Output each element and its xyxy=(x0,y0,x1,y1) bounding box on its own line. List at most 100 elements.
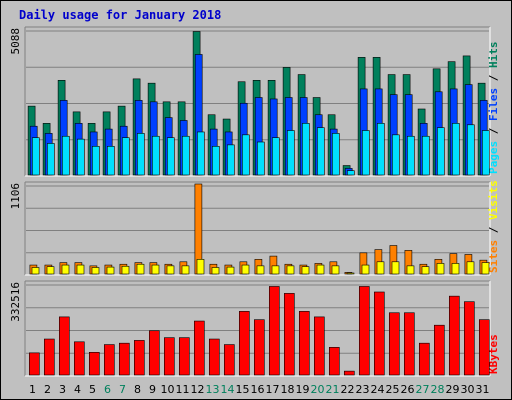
day-label: 26 xyxy=(401,383,415,396)
bar-kbytes xyxy=(74,341,85,376)
bar-kbytes xyxy=(283,293,295,376)
day-label: 10 xyxy=(161,383,175,396)
bar-pages xyxy=(436,127,445,176)
day-label: 20 xyxy=(311,383,325,396)
bar-kbytes xyxy=(119,342,130,376)
bar-kbytes xyxy=(224,344,235,376)
bar-visits xyxy=(46,266,55,275)
bar-pages xyxy=(256,141,265,176)
bar-pages xyxy=(331,133,340,176)
bar-visits xyxy=(226,266,235,275)
legend-hits: Hits xyxy=(487,42,500,69)
bar-pages xyxy=(301,123,310,176)
bar-pages xyxy=(46,143,55,176)
bar-kbytes xyxy=(254,319,265,376)
day-label: 24 xyxy=(371,383,385,396)
day-label: 6 xyxy=(104,383,111,396)
bar-visits xyxy=(166,265,175,275)
bar-pages xyxy=(316,127,325,176)
legend-pages: Pages xyxy=(487,141,500,174)
bar-visits xyxy=(361,264,370,275)
bar-visits xyxy=(391,261,400,275)
bar-visits xyxy=(301,266,310,275)
bar-visits xyxy=(451,263,460,275)
bar-visits xyxy=(151,264,160,275)
bar-visits xyxy=(331,265,340,275)
x-axis-day-labels: 1 2 3 4 5 6 7 8 9 10 11 12 13 14 15 16 17 18 19 20 21 22 23 24 2… xyxy=(29,383,490,396)
bar-visits xyxy=(421,266,430,275)
bar-visits xyxy=(271,265,280,275)
bar-kbytes xyxy=(58,316,70,376)
bar-kbytes xyxy=(134,340,145,376)
bar-pages xyxy=(182,135,190,176)
day-label: 31 xyxy=(476,383,490,396)
bar-kbytes xyxy=(418,342,430,376)
bar-visits xyxy=(136,263,145,275)
y-axis-max-label: 5088 xyxy=(9,28,22,55)
legend-separator: / xyxy=(487,68,500,88)
panel-legend-label: Sites / Visits xyxy=(487,180,500,273)
panel-3: 332516 KBytes xyxy=(9,280,500,377)
bar-pages xyxy=(227,144,235,176)
y-axis-max-label: 332516 xyxy=(9,282,22,322)
bar-kbytes xyxy=(43,338,55,376)
bar-kbytes xyxy=(388,312,400,376)
bar-visits xyxy=(376,261,385,275)
legend-separator: / xyxy=(487,220,500,240)
bar-pages xyxy=(167,137,175,176)
day-label: 28 xyxy=(431,383,445,396)
day-label: 12 xyxy=(191,383,205,396)
bar-pages xyxy=(406,135,415,176)
day-label: 22 xyxy=(341,383,355,396)
series-visits xyxy=(31,259,490,275)
chart-title: Daily usage for January 2018 xyxy=(19,8,221,22)
bar-kbytes xyxy=(463,301,475,376)
day-label: 13 xyxy=(206,383,220,396)
bar-visits xyxy=(121,265,130,275)
day-label: 30 xyxy=(461,383,475,396)
bar-pages xyxy=(271,137,280,176)
bar-pages xyxy=(346,170,355,176)
bar-visits xyxy=(211,267,220,275)
bar-pages xyxy=(61,135,70,176)
bar-pages xyxy=(466,124,475,176)
bar-visits xyxy=(76,264,85,275)
day-label: 7 xyxy=(119,383,126,396)
bar-visits xyxy=(196,259,205,275)
day-label: 17 xyxy=(266,383,280,396)
legend-kbytes: KBytes xyxy=(487,334,500,374)
series-kbytes xyxy=(28,286,490,376)
bar-pages xyxy=(391,134,400,176)
bar-kbytes xyxy=(448,295,460,376)
bar-kbytes xyxy=(149,330,160,376)
bar-kbytes xyxy=(433,324,445,376)
bar-kbytes xyxy=(164,337,175,376)
day-label: 27 xyxy=(416,383,430,396)
bar-kbytes xyxy=(89,352,100,376)
bar-kbytes xyxy=(209,338,220,376)
bar-pages xyxy=(361,130,370,176)
bar-visits xyxy=(466,261,475,275)
day-label: 19 xyxy=(296,383,310,396)
day-label: 8 xyxy=(134,383,141,396)
bar-visits xyxy=(316,264,325,275)
bar-kbytes xyxy=(403,312,415,376)
bar-visits xyxy=(106,266,115,275)
bar-pages xyxy=(92,146,100,176)
bar-kbytes xyxy=(373,291,385,376)
y-axis-max-label: 1106 xyxy=(9,183,22,210)
bar-pages xyxy=(451,123,460,176)
bar-visits xyxy=(256,265,265,275)
bar-pages xyxy=(122,137,130,176)
legend-visits: Visits xyxy=(487,180,500,220)
bar-pages xyxy=(137,133,145,176)
series-pages xyxy=(31,123,490,176)
panel-legend-label: KBytes xyxy=(487,334,500,374)
legend-files: Files xyxy=(487,88,500,121)
bar-visits xyxy=(286,265,295,275)
bar-kbytes xyxy=(194,320,205,376)
day-label: 15 xyxy=(236,383,250,396)
bar-kbytes xyxy=(268,286,280,376)
bar-visits xyxy=(181,265,190,275)
